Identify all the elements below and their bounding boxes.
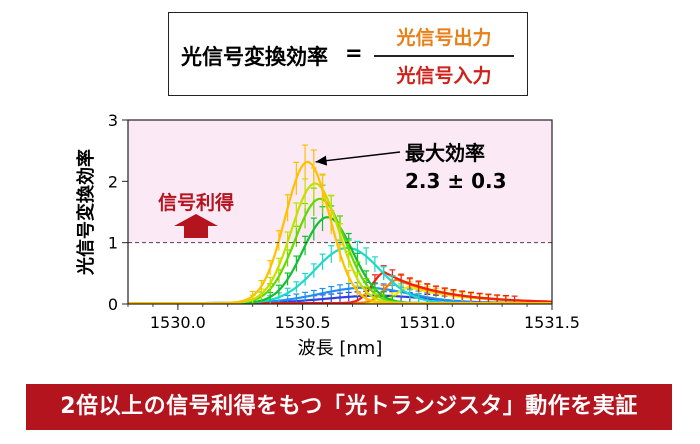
y-tick-label: 3 (108, 111, 118, 130)
formula-lhs: 光信号変換効率 (181, 45, 328, 69)
efficiency-chart: 0 1 2 3 1530.0 1530.5 1531.0 1531.5 光信号変換効率 波長 … (75, 111, 580, 359)
max-efficiency-value: 2.3 ± 0.3 (405, 169, 507, 193)
y-axis-label: 光信号変換効率 (75, 149, 97, 276)
x-tick-label: 1531.5 (524, 313, 580, 332)
max-efficiency-arrowhead (315, 155, 328, 166)
efficiency-formula: 光信号変換効率 = 光信号出力 光信号入力 (168, 12, 528, 96)
formula-numerator: 光信号出力 (396, 27, 492, 49)
formula-denominator: 光信号入力 (396, 65, 492, 87)
gain-label: 信号利得 (158, 191, 234, 214)
x-axis-label: 波長 [nm] (298, 338, 383, 359)
fraction-bar (374, 55, 514, 57)
max-efficiency-title: 最大効率 (405, 141, 485, 165)
plot-frame (127, 119, 553, 305)
x-tick-label: 1530.0 (150, 313, 206, 332)
y-tick-label: 1 (108, 234, 118, 253)
y-tick-label: 0 (108, 295, 118, 314)
formula-equals: = (345, 41, 363, 65)
x-tick-label: 1531.0 (399, 313, 455, 332)
series-layer (128, 144, 552, 305)
x-tick-label: 1530.5 (275, 313, 331, 332)
y-tick-label: 2 (108, 172, 118, 191)
gain-up-arrow (174, 214, 218, 238)
max-efficiency-arrow (315, 151, 401, 163)
axes-layer: 0 1 2 3 1530.0 1530.5 1531.0 1531.5 (108, 111, 580, 332)
conclusion-banner: 2倍以上の信号利得をもつ「光トランジスタ」動作を実証 (26, 384, 672, 430)
